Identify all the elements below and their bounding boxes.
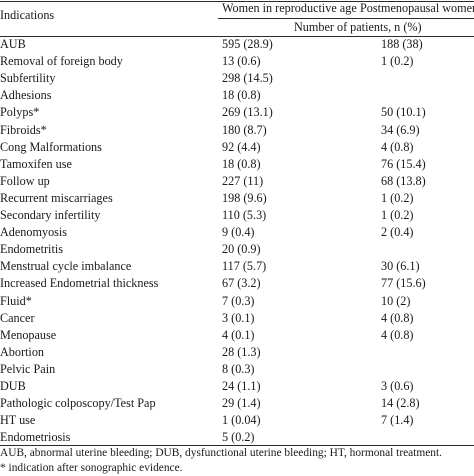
row-reproductive-value: 28 (1.3) [222, 345, 261, 359]
row-postmenopausal-value: 14 (2.8) [381, 396, 420, 410]
header-postmenopausal: Postmenopausal women [360, 1, 474, 15]
row-reproductive-value: 92 (4.4) [222, 140, 261, 154]
row-indication: Pelvic Pain [0, 362, 56, 376]
header-bottom-rule [0, 36, 474, 37]
row-reproductive-value: 29 (1.4) [222, 396, 261, 410]
row-postmenopausal-value: 10 (2) [381, 294, 411, 308]
row-indication: Recurrent miscarriages [0, 191, 113, 205]
row-postmenopausal-value: 68 (13.8) [381, 174, 426, 188]
table-top-rule [0, 1, 474, 2]
row-postmenopausal-value: 4 (0.8) [381, 140, 414, 154]
row-indication: Adenomyosis [0, 225, 68, 239]
row-indication: Endometriosis [0, 430, 71, 444]
row-postmenopausal-value: 1 (0.2) [381, 191, 414, 205]
row-reproductive-value: 13 (0.6) [222, 54, 261, 68]
row-indication: HT use [0, 413, 36, 427]
row-reproductive-value: 9 (0.4) [222, 225, 255, 239]
header-reproductive: Women in reproductive age [222, 1, 357, 15]
row-postmenopausal-value: 50 (10.1) [381, 105, 426, 119]
row-reproductive-value: 269 (13.1) [222, 105, 273, 119]
row-postmenopausal-value: 7 (1.4) [381, 413, 414, 427]
row-postmenopausal-value: 4 (0.8) [381, 311, 414, 325]
footnote-asterisk: * indication after sonographic evidence. [0, 462, 183, 474]
row-postmenopausal-value: 76 (15.4) [381, 157, 426, 171]
row-postmenopausal-value: 2 (0.4) [381, 225, 414, 239]
row-postmenopausal-value: 77 (15.6) [381, 276, 426, 290]
row-reproductive-value: 67 (3.2) [222, 276, 261, 290]
row-indication: Secondary infertility [0, 208, 101, 222]
row-indication: Menstrual cycle imbalance [0, 259, 132, 273]
row-reproductive-value: 18 (0.8) [222, 88, 261, 102]
row-postmenopausal-value: 34 (6.9) [381, 123, 420, 137]
row-reproductive-value: 4 (0.1) [222, 328, 255, 342]
row-reproductive-value: 595 (28.9) [222, 37, 273, 51]
row-postmenopausal-value: 30 (6.1) [381, 259, 420, 273]
header-subrule [218, 18, 474, 19]
row-indication: Cong Malformations [0, 140, 102, 154]
row-reproductive-value: 20 (0.9) [222, 242, 261, 256]
row-postmenopausal-value: 3 (0.6) [381, 379, 414, 393]
row-reproductive-value: 8 (0.3) [222, 362, 255, 376]
row-reproductive-value: 110 (5.3) [222, 208, 267, 222]
row-reproductive-value: 198 (9.6) [222, 191, 267, 205]
row-indication: Follow up [0, 174, 50, 188]
row-indication: Abortion [0, 345, 45, 359]
row-reproductive-value: 117 (5.7) [222, 259, 267, 273]
row-indication: Pathologic colposcopy/Test Pap [0, 396, 156, 410]
row-indication: DUB [0, 379, 26, 393]
row-indication: Cancer [0, 311, 35, 325]
row-indication: Adhesions [0, 88, 52, 102]
row-indication: Endometritis [0, 242, 63, 256]
row-indication: Subfertility [0, 71, 56, 85]
row-indication: Increased Endometrial thickness [0, 276, 159, 290]
row-reproductive-value: 1 (0.04) [222, 413, 261, 427]
row-reproductive-value: 180 (8.7) [222, 123, 267, 137]
row-postmenopausal-value: 188 (38) [381, 37, 423, 51]
row-reproductive-value: 7 (0.3) [222, 294, 255, 308]
row-postmenopausal-value: 1 (0.2) [381, 208, 414, 222]
row-reproductive-value: 3 (0.1) [222, 311, 255, 325]
row-reproductive-value: 227 (11) [222, 174, 264, 188]
row-indication: Polyps* [0, 105, 40, 119]
row-reproductive-value: 18 (0.8) [222, 157, 261, 171]
row-postmenopausal-value: 4 (0.8) [381, 328, 414, 342]
footnote-abbreviations: AUB, abnormal uterine bleeding; DUB, dys… [0, 447, 443, 459]
row-reproductive-value: 5 (0.2) [222, 430, 255, 444]
row-indication: Removal of foreign body [0, 54, 123, 68]
row-reproductive-value: 298 (14.5) [222, 71, 273, 85]
row-postmenopausal-value: 1 (0.2) [381, 54, 414, 68]
row-indication: Menopause [0, 328, 57, 342]
row-indication: AUB [0, 37, 26, 51]
row-indication: Fibroids* [0, 123, 47, 137]
row-reproductive-value: 24 (1.1) [222, 379, 261, 393]
table-bottom-rule [0, 445, 474, 446]
header-indications: Indications [0, 8, 55, 22]
row-indication: Tamoxifen use [0, 157, 72, 171]
row-indication: Fluid* [0, 294, 32, 308]
header-units: Number of patients, n (%) [294, 20, 422, 34]
